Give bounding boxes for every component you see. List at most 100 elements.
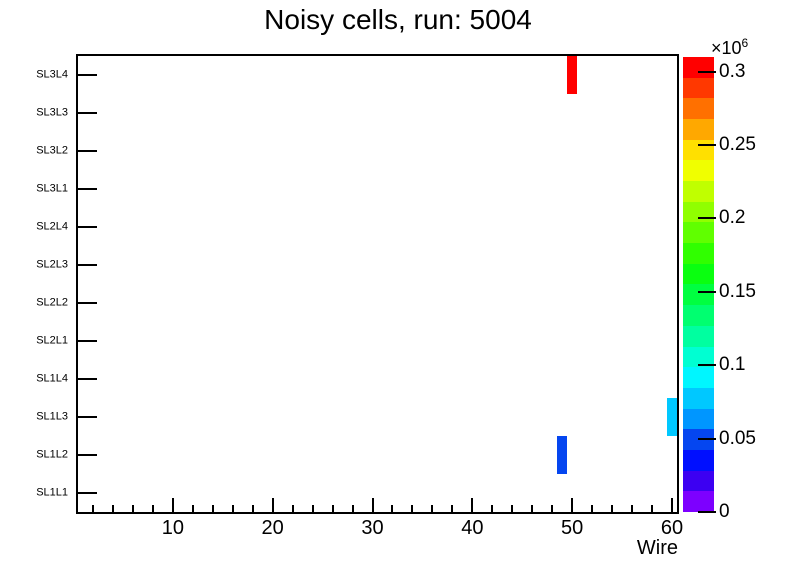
y-axis-label: SL3L3	[36, 106, 68, 119]
x-axis-tick-major	[371, 498, 374, 512]
palette-band	[683, 201, 714, 223]
x-axis-tick-label: 40	[461, 517, 484, 539]
x-axis-tick-minor	[311, 505, 314, 512]
x-axis-tick-major	[571, 498, 574, 512]
palette-band	[683, 408, 714, 430]
x-axis-tick-minor	[111, 505, 114, 512]
x-axis-tick-minor	[431, 505, 434, 512]
plot-frame	[76, 54, 679, 514]
heatmap-cell	[667, 398, 677, 436]
z-axis-tick	[698, 511, 716, 513]
z-axis-tick-label: 0.1	[719, 354, 746, 376]
x-axis-tick-label: 50	[561, 517, 584, 539]
z-axis-tick-label: 0.05	[719, 427, 756, 449]
y-axis-label: SL2L4	[36, 220, 68, 233]
palette-band	[683, 181, 714, 202]
y-axis-label: SL1L3	[36, 410, 68, 423]
y-axis-label: SL3L4	[36, 68, 68, 81]
palette-band	[683, 284, 714, 306]
x-axis-tick-label: 60	[660, 517, 684, 539]
x-axis-tick-minor	[151, 505, 154, 512]
x-axis-tick-major	[171, 498, 174, 512]
x-axis-tick-minor	[511, 505, 514, 512]
x-axis-tick-minor	[351, 505, 354, 512]
palette-band	[683, 491, 714, 512]
x-axis-tick-minor	[451, 505, 454, 512]
y-axis-label: SL1L2	[36, 448, 68, 461]
z-axis-tick-label: 0.25	[719, 134, 756, 156]
x-axis-tick-minor	[251, 505, 254, 512]
palette-band	[683, 118, 714, 140]
y-axis-tick	[78, 150, 97, 152]
y-axis-tick	[78, 416, 97, 418]
palette-band	[683, 139, 714, 161]
y-axis-tick	[78, 112, 97, 114]
palette-band	[683, 56, 714, 78]
y-axis-tick	[78, 302, 97, 304]
z-axis-tick	[698, 437, 716, 440]
y-axis-label: SL2L2	[36, 296, 68, 309]
frame-border	[76, 54, 679, 514]
palette-band	[683, 77, 714, 99]
palette-band	[683, 243, 714, 264]
palette-band	[683, 449, 714, 471]
x-axis-tick-label: 30	[361, 517, 384, 539]
y-axis-label: SL3L2	[36, 144, 68, 157]
color-palette-bar	[683, 56, 714, 512]
z-axis-tick-label: 0.3	[719, 60, 746, 82]
palette-band	[683, 367, 714, 388]
palette-band	[683, 470, 714, 492]
z-axis-tick	[698, 217, 716, 220]
z-axis-tick	[698, 364, 716, 367]
z-axis-tick	[698, 290, 716, 293]
x-axis-tick-label: 20	[261, 517, 284, 539]
palette-band	[683, 387, 714, 409]
y-axis-label: SL1L4	[36, 372, 68, 385]
x-axis-tick-major	[471, 498, 474, 512]
palette-band	[683, 325, 714, 347]
y-axis-tick	[78, 226, 97, 228]
y-axis-label: SL1L1	[36, 486, 68, 499]
z-exponent-mantissa: ×10	[711, 38, 742, 58]
x-axis-tick-minor	[131, 505, 134, 512]
y-axis-tick	[78, 454, 97, 456]
x-axis-tick-minor	[631, 505, 634, 512]
y-axis-tick	[78, 492, 97, 494]
z-exponent-power: 6	[741, 36, 749, 50]
palette-band	[683, 98, 714, 119]
x-axis-tick-minor	[551, 505, 554, 512]
y-axis-label: SL2L3	[36, 258, 68, 271]
y-axis-tick	[78, 378, 97, 380]
z-axis-tick-label: 0.2	[719, 207, 746, 229]
y-axis-tick	[78, 188, 97, 190]
palette-band	[683, 346, 714, 368]
y-axis-tick	[78, 74, 97, 76]
x-axis-tick-minor	[411, 505, 414, 512]
palette-band	[683, 263, 714, 285]
heatmap-cell	[567, 56, 578, 94]
x-axis-tick-minor	[191, 505, 194, 512]
x-axis-tick-minor	[491, 505, 494, 512]
y-axis-label: SL3L1	[36, 182, 68, 195]
x-axis-tick-minor	[231, 505, 234, 512]
x-axis-tick-minor	[211, 505, 214, 512]
z-axis-tick	[698, 144, 716, 147]
palette-band	[683, 305, 714, 326]
z-axis-tick-label: 0	[719, 501, 730, 522]
plot-title: Noisy cells, run: 5004	[264, 4, 532, 35]
x-axis-tick-major	[271, 498, 274, 512]
x-axis-tick-minor	[291, 505, 294, 512]
z-axis-exponent: ×106	[711, 36, 748, 59]
x-axis-tick-minor	[651, 505, 654, 512]
heatmap-cell	[557, 436, 568, 474]
z-axis-tick-label: 0.15	[719, 280, 756, 302]
z-axis-tick	[698, 70, 716, 73]
y-axis-label: SL2L1	[36, 334, 68, 347]
x-axis-title: Wire	[636, 537, 678, 559]
x-axis-tick-major	[671, 498, 673, 512]
x-axis-tick-minor	[531, 505, 534, 512]
x-axis-tick-minor	[331, 505, 334, 512]
x-axis-tick-minor	[611, 505, 614, 512]
y-axis-tick	[78, 340, 97, 342]
